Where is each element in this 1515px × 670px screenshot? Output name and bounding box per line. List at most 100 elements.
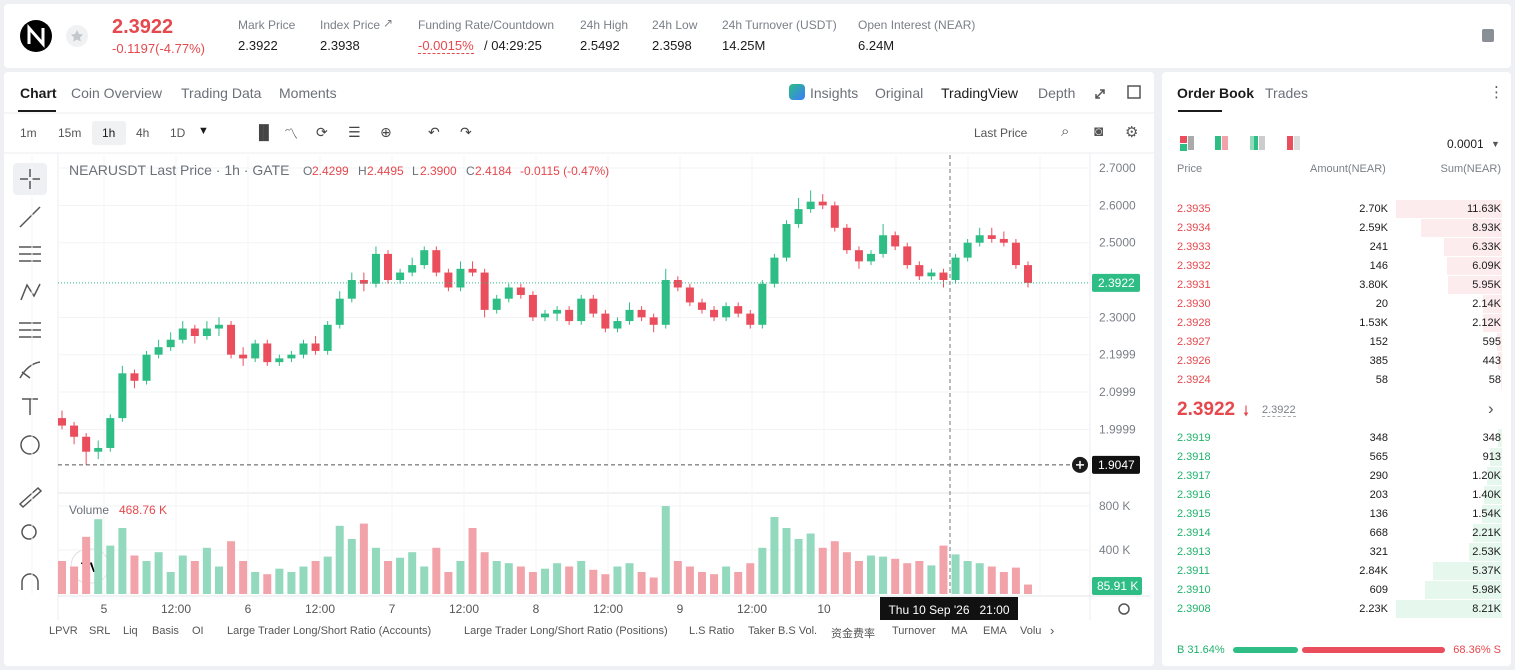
ob-price[interactable]: 2.3924	[1177, 374, 1211, 386]
indicator-tab[interactable]: Large Trader Long/Short Ratio (Positions…	[464, 625, 668, 637]
layout-icon[interactable]	[1222, 136, 1228, 150]
ob-price[interactable]: 2.3935	[1177, 203, 1211, 215]
ob-price[interactable]: 2.3934	[1177, 222, 1211, 234]
ob-tab[interactable]: Trades	[1265, 85, 1309, 101]
tool-line[interactable]	[19, 206, 41, 228]
indicator-tab[interactable]: SRL	[89, 625, 111, 637]
layout-icon[interactable]	[1294, 136, 1300, 150]
layout-icon[interactable]	[1188, 136, 1194, 150]
header-panel	[4, 4, 1511, 68]
ob-price[interactable]: 2.3911	[1177, 565, 1210, 577]
indicator-tab[interactable]: Liq	[123, 625, 138, 637]
ob-price[interactable]: 2.3927	[1177, 336, 1211, 348]
view-tab[interactable]: Depth	[1038, 85, 1076, 101]
toolbar-icon[interactable]: ☰	[348, 124, 361, 140]
ob-amount: 2.23K	[1359, 603, 1388, 615]
layout-icon[interactable]	[1254, 136, 1258, 150]
tool-crosshair[interactable]	[20, 169, 40, 189]
chart-tab[interactable]: Chart	[20, 85, 57, 101]
candle-body	[915, 265, 924, 277]
toolbar-icon[interactable]: 〽	[284, 126, 298, 142]
expand-icon[interactable]	[1095, 89, 1105, 99]
ob-price[interactable]: 2.3932	[1177, 260, 1211, 272]
ob-price[interactable]: 2.3916	[1177, 489, 1211, 501]
toolbar-icon[interactable]: ⟳	[316, 124, 328, 140]
tool-magnet[interactable]	[21, 573, 39, 590]
indicator-tab[interactable]: OI	[192, 625, 204, 637]
tool-fib[interactable]	[19, 322, 41, 338]
toolbar-icon[interactable]: ↷	[460, 124, 472, 140]
volume-bar	[82, 536, 91, 594]
price-type[interactable]: Last Price	[974, 126, 1028, 140]
toolbar-icon[interactable]: ⌕	[1061, 123, 1070, 140]
tool-zoom[interactable]	[21, 524, 37, 540]
chart-tab[interactable]: Trading Data	[181, 85, 262, 101]
volume-bar	[70, 566, 79, 594]
view-tab[interactable]: TradingView	[941, 85, 1019, 101]
indicator-tab[interactable]: 资金费率	[831, 628, 875, 640]
interval[interactable]: 15m	[58, 126, 82, 140]
stat-label: Funding Rate/Countdown	[418, 18, 555, 32]
ob-price[interactable]: 2.3933	[1177, 241, 1211, 253]
indicator-tab[interactable]: EMA	[983, 625, 1007, 637]
ob-price[interactable]: 2.3931	[1177, 279, 1211, 291]
candle-body	[371, 253, 380, 284]
layout-icon[interactable]	[1259, 136, 1265, 150]
chart-tab[interactable]: Moments	[279, 85, 337, 101]
ob-precision[interactable]: 0.0001	[1447, 137, 1484, 151]
layout-icon[interactable]	[1215, 136, 1221, 150]
tool-brush[interactable]	[19, 361, 41, 379]
ob-price[interactable]: 2.3910	[1177, 584, 1211, 596]
indicator-tab[interactable]: LPVR	[49, 625, 78, 637]
candle-body	[142, 354, 151, 381]
ob-mid-next[interactable]: ›	[1488, 399, 1494, 418]
interval[interactable]: 1m	[20, 126, 37, 140]
toolbar-icon[interactable]: ↶	[428, 124, 440, 140]
tool-channel[interactable]	[19, 246, 41, 262]
header-icon[interactable]	[1482, 29, 1494, 42]
fullscreen-icon[interactable]	[1127, 85, 1141, 99]
ob-price[interactable]: 2.3928	[1177, 317, 1211, 329]
reset-icon[interactable]	[1118, 603, 1130, 615]
interval[interactable]: 1D	[170, 126, 186, 140]
ob-menu[interactable]: ⋮	[1489, 84, 1504, 101]
tool-ruler[interactable]	[18, 486, 43, 509]
indicator-tab[interactable]: Basis	[152, 625, 179, 637]
ob-price[interactable]: 2.3918	[1177, 451, 1211, 463]
ob-tab[interactable]: Order Book	[1177, 85, 1255, 101]
ob-price[interactable]: 2.3913	[1177, 546, 1211, 558]
indicator-tab[interactable]: L.S Ratio	[689, 625, 735, 637]
ob-price[interactable]: 2.3915	[1177, 508, 1211, 520]
ob-price[interactable]: 2.3914	[1177, 527, 1211, 539]
view-tab[interactable]: Insights	[810, 85, 859, 101]
tool-pattern[interactable]	[20, 283, 41, 301]
ob-price[interactable]: 2.3930	[1177, 298, 1211, 310]
toolbar-icon[interactable]: ⊕	[380, 124, 392, 140]
indicator-next[interactable]: ›	[1050, 623, 1055, 638]
tool-emoji[interactable]	[20, 435, 40, 455]
indicator-tab[interactable]: Large Trader Long/Short Ratio (Accounts)	[227, 625, 432, 637]
ob-price[interactable]: 2.3908	[1177, 603, 1211, 615]
tool-text[interactable]	[22, 398, 38, 415]
ob-price[interactable]: 2.3926	[1177, 355, 1211, 367]
indicator-tab[interactable]: Volu	[1020, 625, 1042, 637]
layout-icon[interactable]	[1180, 144, 1187, 151]
layout-icon[interactable]	[1250, 136, 1254, 150]
toolbar-icon[interactable]: ◙	[1094, 123, 1104, 140]
toolbar-icon[interactable]: ▐▌	[254, 124, 274, 140]
layout-icon[interactable]	[1180, 136, 1187, 143]
toolbar-icon[interactable]: ⚙	[1125, 124, 1139, 141]
indicator-tab[interactable]: MA	[951, 625, 968, 637]
ob-price[interactable]: 2.3919	[1177, 432, 1211, 444]
chart-tab[interactable]: Coin Overview	[71, 85, 163, 101]
indicator-tab[interactable]: Taker B.S Vol.	[748, 625, 818, 637]
volume-bar	[384, 561, 393, 594]
interval[interactable]: 1h	[102, 126, 116, 140]
interval[interactable]: 4h	[136, 126, 150, 140]
layout-icon[interactable]	[1287, 136, 1293, 150]
view-tab[interactable]: Original	[875, 85, 924, 101]
candle-body	[516, 287, 525, 295]
indicator-tab[interactable]: Turnover	[892, 625, 936, 637]
ob-price[interactable]: 2.3917	[1177, 470, 1211, 482]
candle-body	[239, 354, 248, 359]
